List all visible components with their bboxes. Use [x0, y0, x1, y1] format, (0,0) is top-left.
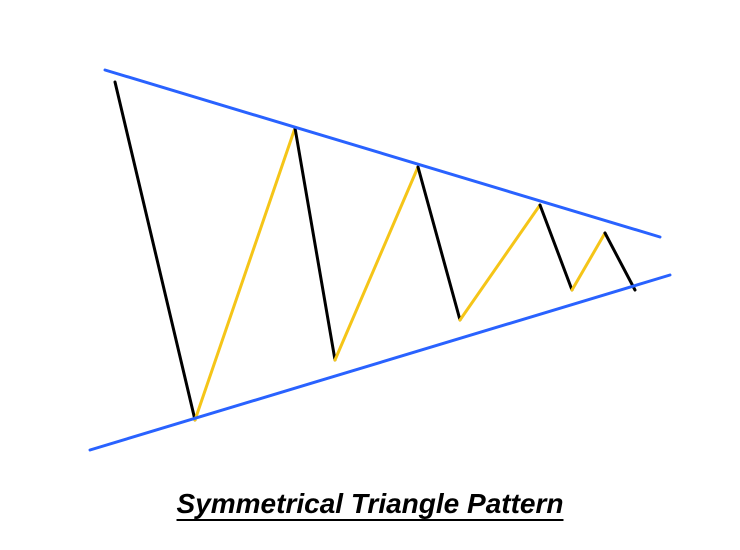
pattern-diagram — [0, 0, 740, 550]
zigzag-segment — [335, 167, 418, 360]
zigzag-segment — [605, 233, 635, 290]
pattern-svg — [0, 0, 740, 550]
zigzag-segment — [115, 82, 195, 420]
zigzag-segment — [572, 233, 605, 290]
zigzag-segment — [195, 128, 295, 420]
zigzag-segment — [460, 205, 540, 320]
zigzag-segment — [418, 167, 460, 320]
lower-trendline — [90, 275, 670, 450]
zigzag-segment — [540, 205, 572, 290]
upper-trendline — [105, 70, 660, 237]
diagram-title: Symmetrical Triangle Pattern — [177, 488, 564, 520]
zigzag-segment — [295, 128, 335, 360]
